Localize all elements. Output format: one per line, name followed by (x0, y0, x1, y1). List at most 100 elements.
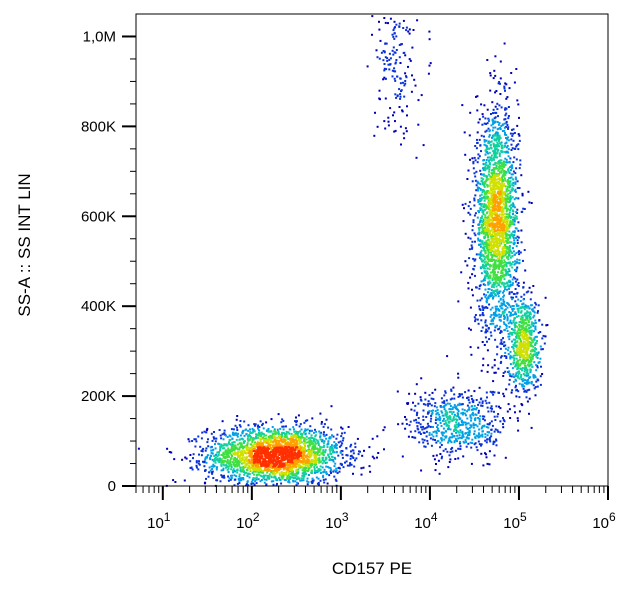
data-point (493, 276, 496, 279)
data-point (489, 263, 492, 266)
data-point (405, 26, 408, 29)
data-point (289, 477, 291, 480)
data-point (211, 452, 214, 455)
data-point (486, 248, 489, 251)
data-point (514, 324, 517, 327)
data-point (447, 441, 450, 444)
data-point (487, 275, 490, 278)
data-point (520, 295, 523, 298)
data-point (335, 469, 338, 472)
data-point (253, 442, 256, 445)
data-point (485, 426, 488, 429)
data-point (506, 246, 509, 249)
data-point (276, 428, 279, 431)
data-point (424, 445, 427, 448)
data-point (511, 184, 514, 187)
data-point (305, 449, 308, 452)
data-point (493, 251, 496, 253)
data-point (518, 332, 521, 335)
data-point (238, 475, 241, 478)
data-point (222, 476, 225, 479)
data-point (496, 415, 499, 418)
data-point (250, 463, 253, 465)
data-point (189, 454, 192, 456)
data-point (511, 187, 514, 190)
data-point (335, 437, 338, 440)
data-point (486, 232, 489, 235)
data-point (279, 436, 281, 439)
data-point (388, 58, 391, 61)
data-point (491, 129, 494, 132)
data-point (311, 417, 314, 420)
data-point (485, 151, 488, 154)
data-point (219, 480, 222, 483)
data-point (292, 472, 295, 475)
data-point (232, 428, 235, 431)
data-point (474, 179, 477, 182)
data-point (486, 166, 489, 169)
data-point (299, 438, 302, 441)
data-point (430, 413, 433, 416)
data-point (515, 68, 518, 70)
data-point (325, 471, 328, 474)
data-point (513, 357, 516, 360)
data-point (330, 468, 333, 471)
data-point (317, 444, 320, 447)
data-point (461, 431, 464, 434)
data-point (524, 341, 527, 344)
data-point (319, 479, 322, 482)
data-point (480, 330, 483, 332)
data-point (513, 341, 516, 344)
data-point (480, 134, 483, 137)
data-point (306, 419, 309, 422)
data-point (314, 460, 317, 463)
data-point (511, 305, 514, 307)
data-point (469, 237, 472, 240)
data-point (505, 313, 508, 316)
data-point (505, 161, 508, 164)
data-point (511, 261, 514, 264)
data-point (484, 208, 486, 211)
data-point (496, 121, 499, 123)
data-point (512, 354, 515, 357)
data-point (528, 365, 531, 368)
data-point (262, 436, 265, 439)
data-point (211, 470, 214, 473)
data-point (424, 398, 427, 401)
data-point (499, 259, 502, 262)
data-point (240, 451, 243, 454)
data-point (467, 211, 470, 214)
data-point (422, 144, 425, 147)
data-point (505, 134, 508, 136)
data-point (475, 189, 478, 192)
data-point (493, 254, 496, 257)
data-point (513, 206, 516, 209)
data-point (310, 480, 313, 483)
data-point (504, 131, 506, 134)
data-point (443, 400, 446, 403)
data-point (440, 410, 443, 413)
data-point (527, 319, 530, 322)
data-point (317, 450, 320, 453)
data-point (487, 152, 490, 155)
data-point (319, 465, 322, 468)
data-point (309, 455, 312, 457)
data-point (441, 401, 444, 404)
data-point (352, 472, 354, 475)
data-point (391, 33, 394, 36)
data-point (507, 250, 510, 253)
data-point (330, 472, 332, 474)
data-point (515, 268, 518, 271)
data-point (399, 97, 402, 100)
data-point (444, 390, 447, 393)
data-point (277, 433, 280, 436)
data-point (488, 151, 491, 154)
data-point (404, 416, 406, 418)
data-point (432, 435, 435, 438)
data-point (540, 365, 542, 368)
data-point (487, 296, 490, 299)
data-point (521, 194, 524, 197)
data-point (251, 472, 254, 475)
data-point (514, 176, 517, 179)
data-point (303, 469, 306, 472)
